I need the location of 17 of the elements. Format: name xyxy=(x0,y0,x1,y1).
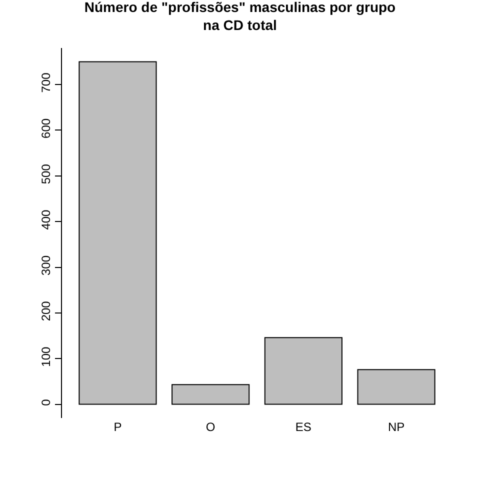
y-tick-label: 100 xyxy=(39,346,54,367)
bar xyxy=(357,369,436,405)
x-tick-label: P xyxy=(114,420,122,434)
bar xyxy=(78,61,157,405)
x-tick-label: NP xyxy=(388,420,405,434)
bar xyxy=(264,337,342,405)
y-tick-label: 700 xyxy=(39,72,54,93)
x-tick-label: ES xyxy=(295,420,312,434)
y-tick-label: 0 xyxy=(39,398,54,406)
y-tick-label: 500 xyxy=(39,164,54,184)
bar xyxy=(172,384,250,405)
chart-title: Número de "profissões" masculinas por grupo na CD total xyxy=(84,0,396,34)
y-tick-label: 400 xyxy=(39,209,54,230)
y-tick-label: 200 xyxy=(39,300,54,322)
y-tick-label: 300 xyxy=(39,255,54,276)
x-tick-label: O xyxy=(206,420,216,434)
y-tick-label: 600 xyxy=(39,118,54,138)
